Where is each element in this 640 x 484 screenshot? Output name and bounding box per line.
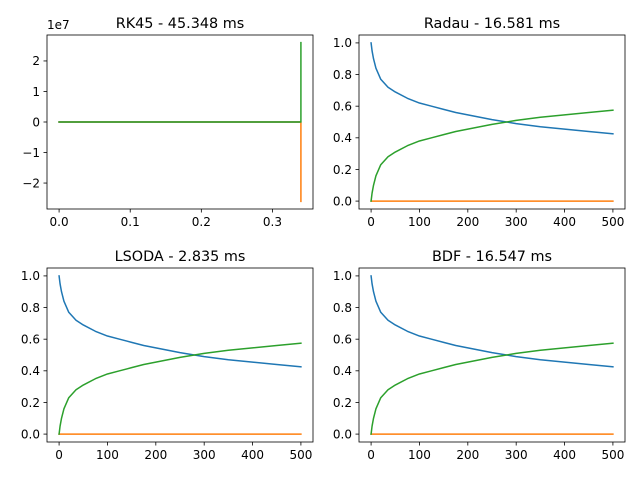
- x-tick-label: 500: [601, 215, 624, 229]
- x-tick-label: 200: [456, 215, 479, 229]
- x-tick-label: 500: [289, 448, 312, 462]
- x-tick-label: 400: [241, 448, 264, 462]
- x-tick-label: 100: [408, 448, 431, 462]
- x-tick-label: 200: [456, 448, 479, 462]
- y-tick-label: 0.6: [333, 332, 352, 346]
- y-tick-label: 1.0: [333, 36, 352, 50]
- subplot-title: LSODA - 2.835 ms: [115, 249, 246, 265]
- y-tick-label: 0.2: [333, 396, 352, 410]
- x-tick-label: 0: [55, 448, 63, 462]
- x-tick-label: 300: [193, 448, 216, 462]
- subplot-title: Radau - 16.581 ms: [424, 16, 560, 32]
- x-tick-label: 100: [96, 448, 119, 462]
- y-tick-label: 0.4: [333, 364, 352, 378]
- x-tick-label: 400: [553, 215, 576, 229]
- y-tick-label: 0.8: [21, 301, 40, 315]
- x-tick-label: 0.0: [50, 215, 69, 229]
- y-tick-label: 0.8: [333, 301, 352, 315]
- x-tick-label: 0.1: [121, 215, 140, 229]
- x-tick-label: 0.3: [263, 215, 282, 229]
- x-tick-label: 0.2: [192, 215, 211, 229]
- x-tick-label: 300: [505, 215, 528, 229]
- y-tick-label: 0.4: [333, 131, 352, 145]
- x-tick-label: 100: [408, 215, 431, 229]
- x-tick-label: 0: [367, 215, 375, 229]
- y-tick-label: 0.2: [21, 396, 40, 410]
- subplot-title: BDF - 16.547 ms: [432, 249, 552, 265]
- y-tick-label: 0.8: [333, 68, 352, 82]
- subplot-title: RK45 - 45.348 ms: [116, 16, 245, 32]
- y-tick-label: 1.0: [21, 269, 40, 283]
- x-tick-label: 500: [601, 448, 624, 462]
- y-tick-label: 0: [32, 115, 40, 129]
- y-tick-label: 0.4: [21, 364, 40, 378]
- y-offset-label: 1e7: [47, 18, 70, 32]
- x-tick-label: 400: [553, 448, 576, 462]
- y-tick-label: −1: [22, 146, 40, 160]
- x-tick-label: 300: [505, 448, 528, 462]
- x-tick-label: 0: [367, 448, 375, 462]
- y-tick-label: 0.0: [21, 427, 40, 441]
- y-tick-label: 1.0: [333, 269, 352, 283]
- y-tick-label: 0.0: [333, 194, 352, 208]
- y-tick-label: 0.2: [333, 163, 352, 177]
- y-tick-label: 1: [32, 85, 40, 99]
- y-tick-label: 0.6: [333, 99, 352, 113]
- y-tick-label: 2: [32, 54, 40, 68]
- x-tick-label: 200: [144, 448, 167, 462]
- y-tick-label: 0.0: [333, 427, 352, 441]
- y-tick-label: −2: [22, 176, 40, 190]
- y-tick-label: 0.6: [21, 332, 40, 346]
